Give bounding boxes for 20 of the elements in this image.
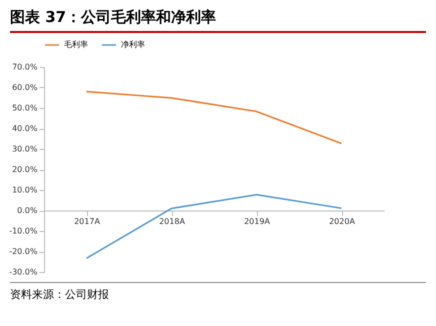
legend-label: 毛利率 (64, 40, 88, 49)
y-tick-label: 40.0% (12, 124, 38, 133)
x-tick-label: 2019A (244, 217, 270, 226)
legend-label: 净利率 (121, 40, 145, 49)
x-tick-label: 2020A (329, 217, 356, 226)
y-tick-label: 60.0% (12, 83, 38, 92)
y-tick-label: -30.0% (9, 268, 38, 276)
chart-title: 图表 37：公司毛利率和净利率 (10, 8, 426, 33)
y-tick-label: -10.0% (9, 226, 38, 236)
y-tick-label: 30.0% (12, 144, 38, 154)
y-tick-label: 10.0% (12, 186, 38, 194)
y-tick-label: 20.0% (12, 165, 38, 174)
x-tick-label: 2018A (159, 217, 186, 226)
x-tick-label: 2017A (74, 217, 100, 226)
line-series (86, 90, 342, 144)
y-tick-label: -20.0% (9, 247, 38, 256)
y-tick-label: 50.0% (12, 104, 38, 112)
y-tick-label: 70.0% (12, 62, 38, 72)
y-tick-label: 0.0% (17, 206, 38, 215)
text: 资料来源：公司财报 (10, 282, 426, 302)
